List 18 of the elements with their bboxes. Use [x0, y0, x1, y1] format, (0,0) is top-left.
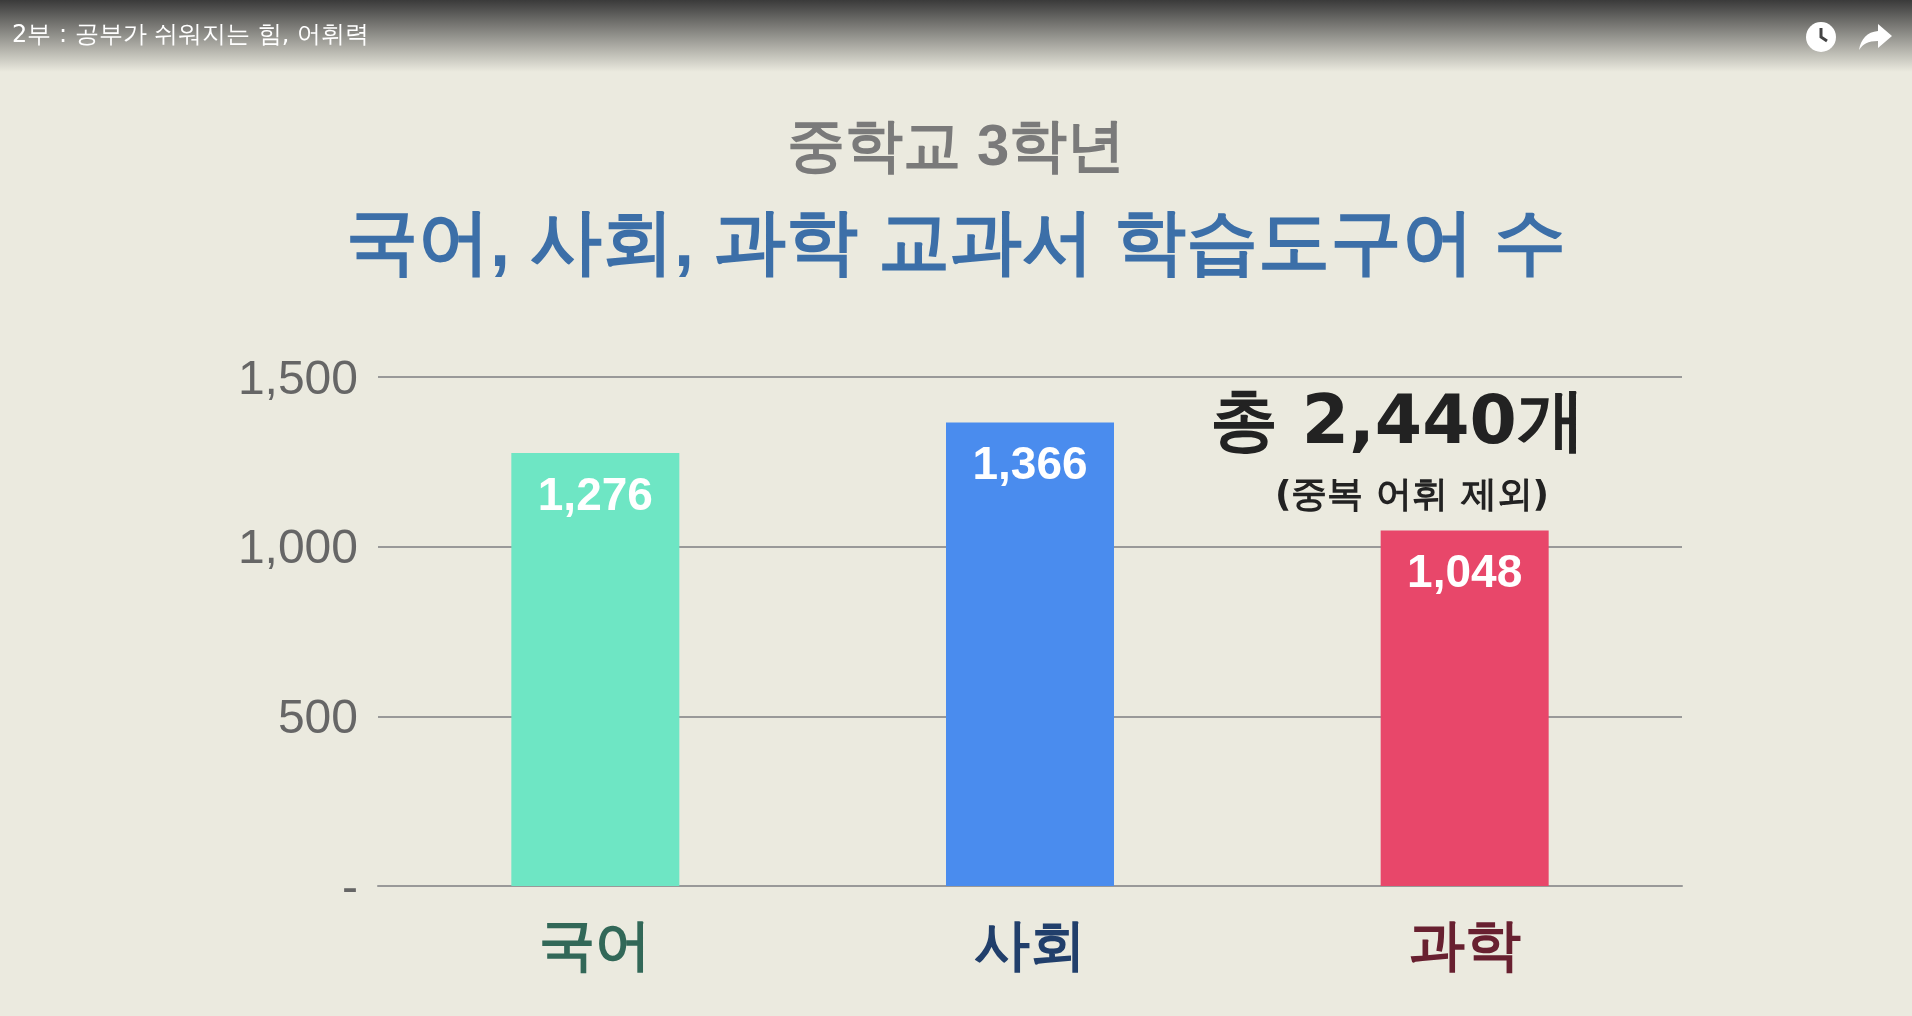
- chart-subtitle: 중학교 3학년: [786, 111, 1126, 177]
- bar: [511, 453, 680, 886]
- y-tick-label: 1,000: [237, 520, 358, 574]
- data-label: 1,276: [537, 468, 653, 521]
- y-tick-label: -: [342, 859, 358, 913]
- annotation: (중복 어휘 제외): [1275, 472, 1549, 514]
- bar: [1380, 530, 1549, 886]
- x-tick-label: 사회: [974, 912, 1086, 976]
- y-tick-label: 1,500: [237, 350, 358, 404]
- annotation: 총 2,440개: [1210, 379, 1585, 459]
- y-tick-label: 500: [277, 689, 358, 743]
- x-tick-label: 국어: [539, 912, 652, 976]
- data-label: 1,048: [1407, 545, 1523, 598]
- x-tick-label: 과학: [1408, 912, 1521, 976]
- text: 2부 : 공부가 쉬워지는 힘, 어휘력: [12, 19, 370, 50]
- chart-title: 국어, 사회, 과학 교과서 학습도구어 수: [345, 201, 1567, 281]
- data-label: 1,366: [972, 437, 1088, 490]
- bar: [946, 422, 1114, 886]
